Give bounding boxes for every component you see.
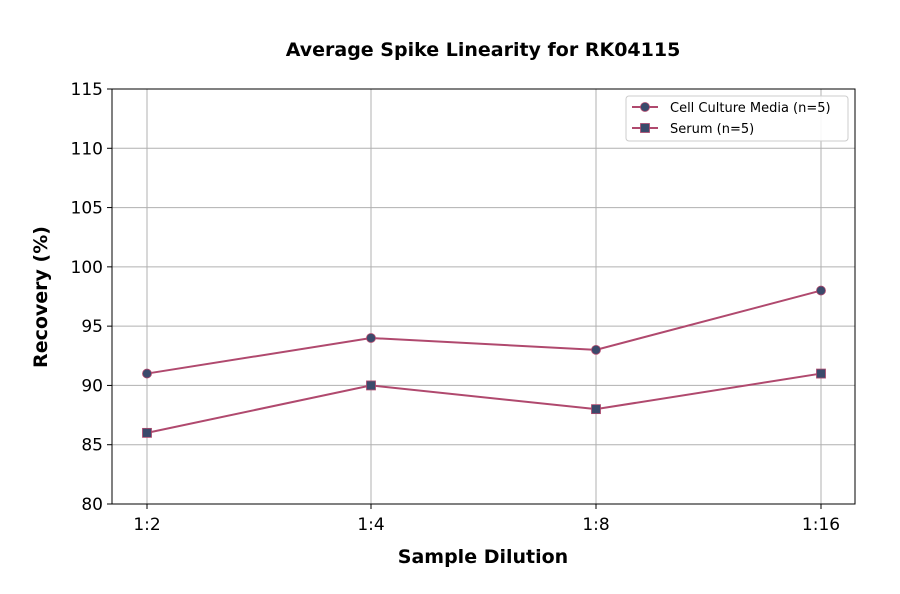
legend-label: Cell Culture Media (n=5) <box>670 101 831 116</box>
data-point <box>816 368 826 379</box>
y-tick-label: 80 <box>81 495 103 515</box>
legend-label: Serum (n=5) <box>670 122 754 137</box>
series-line-2 <box>146 372 822 434</box>
y-tick-label: 110 <box>71 139 103 159</box>
legend: Cell Culture Media (n=5) Serum (n=5) <box>625 95 849 142</box>
series-lines <box>142 285 826 438</box>
data-point <box>142 427 152 438</box>
tick-labels: 80 85 90 95 100 105 110 115 1:2 1:4 1:8 1:16 <box>71 80 841 535</box>
y-tick-label: 90 <box>81 376 103 396</box>
grid <box>112 88 855 505</box>
legend-marker <box>640 102 650 112</box>
data-point <box>591 344 601 355</box>
data-point <box>591 404 601 415</box>
legend-marker <box>640 123 650 133</box>
data-point <box>366 333 376 343</box>
x-tick-label: 1:2 <box>133 515 160 535</box>
y-tick-label: 95 <box>81 317 103 337</box>
data-point <box>142 368 152 379</box>
x-tick-label: 1:4 <box>357 515 384 535</box>
legend-box <box>625 95 849 142</box>
x-tick-label: 1:8 <box>582 515 609 535</box>
x-tick-label: 1:16 <box>802 515 840 535</box>
y-tick-label: 115 <box>71 80 103 100</box>
y-tick-label: 100 <box>71 258 103 278</box>
y-tick-label: 85 <box>81 436 103 456</box>
chart-title: Average Spike Linearity for RK04115 <box>286 39 681 61</box>
series-line-1 <box>146 289 822 375</box>
data-point <box>816 285 826 296</box>
data-point <box>366 380 376 391</box>
y-tick-label: 105 <box>71 199 103 219</box>
plot-frame <box>111 88 856 505</box>
x-axis-label: Sample Dilution <box>398 546 568 568</box>
y-axis-label: Recovery (%) <box>30 226 52 368</box>
